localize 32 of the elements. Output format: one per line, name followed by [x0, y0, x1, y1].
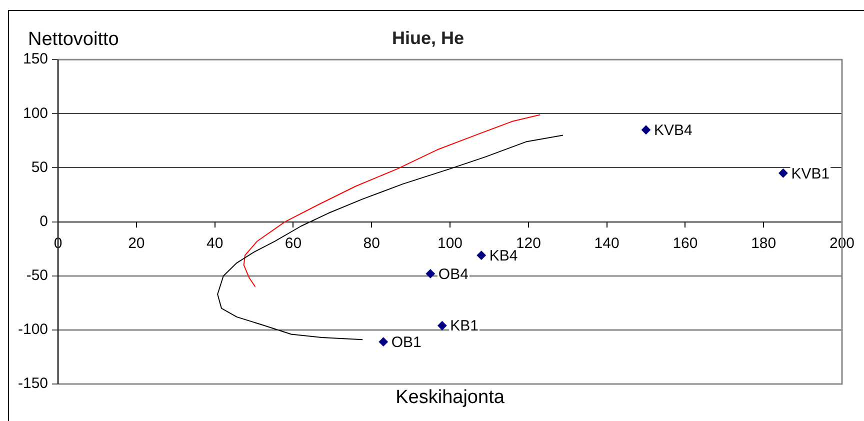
y-tick-label: -50 — [26, 267, 48, 284]
point — [778, 168, 788, 178]
y-tick-label: -150 — [18, 375, 48, 392]
x-tick-label: 200 — [829, 234, 855, 252]
x-tick-label: 20 — [128, 234, 145, 252]
y-tick-label: 100 — [22, 104, 48, 122]
annotation: KVB4 — [654, 122, 692, 140]
point — [642, 125, 651, 134]
y-tick-label: -100 — [18, 321, 48, 338]
x-tick-label: 80 — [363, 234, 380, 252]
y-axis-title: Nettovoitto — [28, 29, 119, 50]
x-tick-label: 120 — [516, 234, 541, 252]
x-tick-label: 180 — [751, 234, 776, 252]
annotation: KB4 — [489, 247, 518, 264]
point — [438, 321, 447, 330]
x-tick-label: 140 — [594, 234, 620, 252]
x-tick-label: 160 — [672, 234, 698, 252]
point — [476, 250, 486, 260]
annotation: OB4 — [438, 266, 468, 283]
x-tick-label: 60 — [284, 234, 302, 252]
point — [426, 269, 435, 278]
annotation: KB1 — [450, 318, 479, 335]
point — [378, 337, 388, 346]
x-tick-label: 100 — [437, 234, 463, 252]
annotation: KVB1 — [791, 165, 830, 182]
annotation: OB1 — [391, 334, 422, 351]
x-tick-label: 40 — [206, 234, 224, 252]
y-tick-label: 150 — [22, 50, 48, 68]
x-axis-title: Keskihajonta — [396, 387, 505, 408]
y-tick-label: 50 — [31, 158, 48, 176]
y-tick-label: 0 — [40, 212, 48, 230]
chart-title: Hiue, He — [392, 28, 464, 48]
